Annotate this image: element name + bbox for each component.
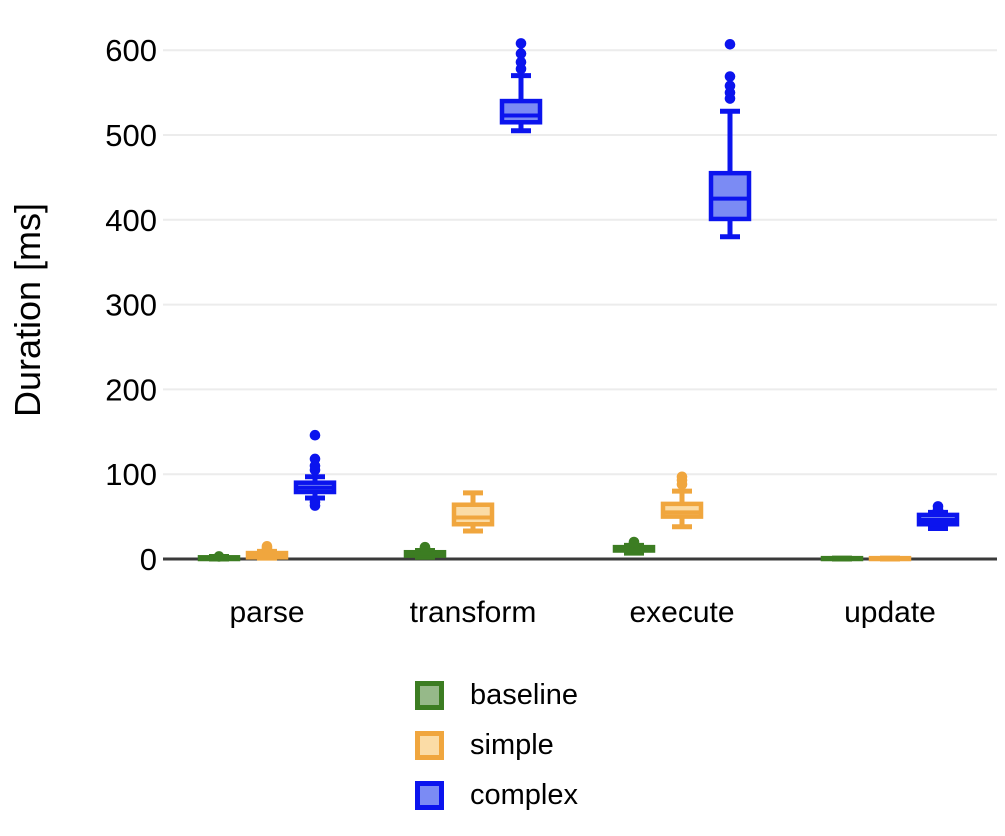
- box-complex-execute-outlier-2: [724, 80, 736, 92]
- box-complex-execute-rect: [708, 170, 752, 222]
- box-complex-transform-outlier-1: [515, 56, 527, 68]
- x-category-label-transform: transform: [410, 596, 537, 629]
- box-complex-update-outlier-1: [932, 501, 944, 512]
- legend-label-baseline: baseline: [470, 679, 579, 711]
- x-category-label-execute: execute: [629, 596, 734, 629]
- box-simple-transform-rect: [451, 502, 495, 527]
- y-tick-label-100: 100: [105, 457, 157, 492]
- x-category-label-update: update: [844, 596, 936, 629]
- box-complex-transform-outlier-2: [515, 48, 527, 59]
- box-baseline-transform-outlier-1: [419, 541, 431, 553]
- box-simple-execute-outlier-2: [676, 471, 688, 483]
- legend-label-simple: simple: [470, 729, 554, 761]
- box-complex-parse-outlier-5: [309, 429, 321, 441]
- y-tick-label-400: 400: [105, 203, 157, 238]
- y-tick-label-200: 200: [105, 372, 157, 407]
- box-baseline-parse-outlier-0: [213, 551, 225, 562]
- box-complex-transform-rect: [499, 98, 543, 125]
- y-tick-label-300: 300: [105, 288, 157, 323]
- box-baseline-execute-outlier-1: [628, 536, 640, 548]
- box-complex-parse-outlier-4: [309, 453, 321, 465]
- legend-swatch-complex: [415, 780, 444, 810]
- y-tick-label-600: 600: [105, 33, 157, 68]
- chart-legend: baseline simple complex: [415, 679, 579, 831]
- box-simple-execute-rect: [660, 501, 704, 519]
- legend-swatch-baseline: [415, 680, 444, 710]
- box-complex-execute-outlier-4: [724, 38, 736, 50]
- y-tick-label-0: 0: [140, 542, 157, 577]
- box-complex-execute-outlier-3: [724, 71, 736, 82]
- box-simple-parse-outlier-2: [261, 540, 273, 552]
- box-complex-transform-outlier-3: [515, 38, 527, 49]
- legend-item-complex: complex: [415, 779, 578, 811]
- box-complex-parse-outlier-1: [309, 496, 321, 508]
- legend-item-baseline: baseline: [415, 679, 579, 711]
- legend-swatch-simple: [415, 730, 444, 760]
- x-category-label-parse: parse: [229, 596, 304, 629]
- y-tick-label-500: 500: [105, 118, 157, 153]
- legend-item-simple: simple: [415, 729, 578, 761]
- y-axis-title: Duration [ms]: [7, 203, 48, 417]
- legend-label-complex: complex: [470, 779, 578, 811]
